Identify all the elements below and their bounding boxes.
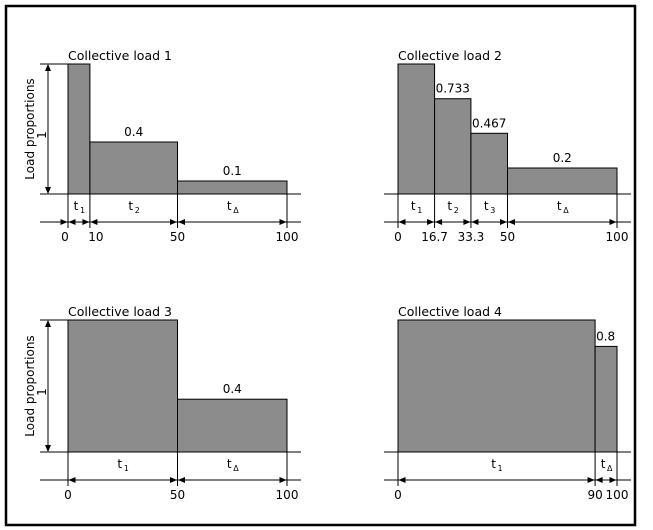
tick-label: 100: [276, 230, 299, 244]
interval-subscript: 1: [80, 206, 85, 215]
interval-subscript: Δ: [563, 206, 569, 215]
bar-2: [89, 141, 178, 195]
chart-title: Collective load 3: [68, 304, 172, 319]
dimension-arrow: [500, 219, 507, 225]
chart-title: Collective load 2: [398, 48, 502, 63]
bar-value-label: 0.1: [223, 164, 242, 178]
bar-1: [67, 319, 178, 453]
interval-label: t: [74, 199, 79, 213]
interval-subscript: 2: [454, 206, 459, 215]
interval-label: t: [447, 199, 452, 213]
dimension-arrow: [427, 219, 435, 225]
y-arrow-down: [45, 445, 51, 452]
interval-label: t: [411, 199, 416, 213]
tick-label: 0: [64, 488, 72, 502]
bar-4: [507, 167, 618, 195]
dimension-arrow: [463, 219, 471, 225]
bar-value-label: 0.8: [596, 329, 615, 343]
tick-label: 100: [606, 488, 629, 502]
tick-label: 10: [88, 230, 103, 244]
tick-label: 33.3: [458, 230, 485, 244]
interval-label: t: [117, 457, 122, 471]
dimension-arrow: [595, 477, 603, 483]
interval-label: t: [128, 199, 133, 213]
bar-value-label: 0.2: [553, 151, 572, 165]
bar-2: [177, 398, 288, 453]
y-axis-label: Load proportions: [23, 78, 37, 179]
interval-label: t: [227, 199, 232, 213]
tick-label: 16.7: [421, 230, 448, 244]
dimension-arrow: [609, 219, 617, 225]
bar-value-label: 0.4: [223, 382, 242, 396]
charts-layer: Collective load 10.40.1t 1 t 2 t Δ0 10 50 100Loa…: [23, 48, 631, 502]
dimension-arrow: [398, 219, 406, 225]
interval-label: t: [227, 457, 232, 471]
interval-label: t: [491, 457, 496, 471]
dimension-arrow: [435, 219, 443, 225]
interval-label: t: [484, 199, 489, 213]
bar-value-label: 0.4: [124, 125, 143, 139]
interval-label: t: [601, 457, 606, 471]
tick-label: 90: [587, 488, 602, 502]
dimension-arrow: [178, 219, 185, 225]
bar-value-label: 0.733: [436, 82, 470, 96]
y-arrow-up: [45, 64, 51, 71]
tick-label: 0: [61, 230, 69, 244]
dimension-arrow: [170, 477, 177, 483]
chart-title: Collective load 1: [68, 48, 172, 63]
tick-label: 50: [500, 230, 515, 244]
dimension-arrow: [508, 219, 515, 225]
chart-title: Collective load 4: [398, 304, 502, 319]
dimension-arrow: [587, 477, 595, 483]
tick-label: 100: [606, 230, 629, 244]
bar-1: [67, 63, 91, 195]
dimension-arrow: [609, 477, 617, 483]
bar-1: [397, 319, 596, 453]
dimension-arrow: [82, 219, 90, 225]
bar-2: [594, 345, 618, 453]
dimension-arrow: [90, 219, 98, 225]
y-axis-value: 1: [35, 131, 49, 139]
bar-3: [470, 132, 508, 195]
interval-subscript: 1: [124, 464, 129, 473]
y-axis-value: 1: [35, 388, 49, 396]
tick-label: 50: [170, 230, 185, 244]
bar-3: [177, 180, 288, 195]
tick-label: 50: [170, 488, 185, 502]
interval-label: t: [557, 199, 562, 213]
chart-panel-1: Collective load 10.40.1t 1 t 2 t Δ0 10 50 100Loa…: [23, 48, 301, 244]
tick-label: 100: [276, 488, 299, 502]
dimension-arrow: [279, 219, 287, 225]
interval-subscript: 1: [498, 464, 503, 473]
interval-subscript: Δ: [607, 464, 613, 473]
interval-subscript: 2: [135, 206, 140, 215]
interval-subscript: 1: [417, 206, 422, 215]
dimension-arrow: [68, 219, 76, 225]
tick-label: 0: [394, 488, 402, 502]
dimension-arrow: [471, 219, 479, 225]
interval-subscript: 3: [490, 206, 495, 215]
dimension-arrow: [178, 477, 185, 483]
chart-panel-4: Collective load 40.8t 1 t Δ0 90 100: [384, 304, 631, 502]
bar-value-label: 0.467: [472, 116, 506, 130]
dimension-arrow: [60, 219, 68, 225]
tick-label: 0: [394, 230, 402, 244]
dimension-arrow: [170, 219, 177, 225]
bar-2: [434, 98, 472, 195]
dimension-arrow: [68, 477, 76, 483]
interval-subscript: Δ: [233, 464, 239, 473]
dimension-arrow: [279, 477, 287, 483]
interval-subscript: Δ: [233, 206, 239, 215]
y-axis-label: Load proportions: [23, 335, 37, 436]
dimension-arrow: [398, 477, 406, 483]
y-arrow-down: [45, 187, 51, 194]
y-arrow-up: [45, 320, 51, 327]
bar-1: [397, 63, 436, 195]
figure-border: [4, 4, 637, 527]
